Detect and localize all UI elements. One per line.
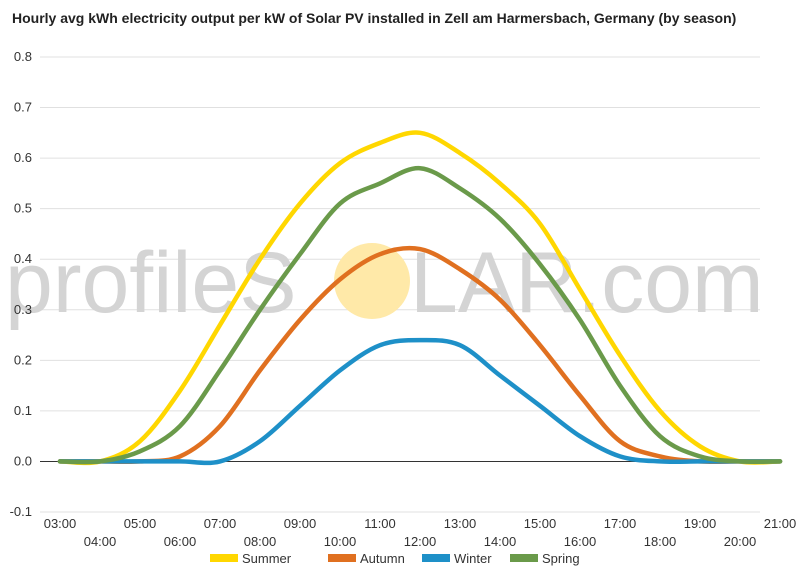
y-axis: 0.8 0.7 0.6 0.5 0.4 0.3 0.2 0.1 0.0 -0.1: [10, 49, 32, 519]
x-tick-label: 12:00: [404, 534, 437, 549]
legend-swatch-summer: [210, 554, 238, 562]
x-tick-label: 19:00: [684, 516, 717, 531]
x-tick-label: 07:00: [204, 516, 237, 531]
legend-label-autumn: Autumn: [360, 551, 405, 566]
x-tick-label: 03:00: [44, 516, 77, 531]
x-tick-label: 14:00: [484, 534, 517, 549]
x-tick-label: 06:00: [164, 534, 197, 549]
x-tick-label: 05:00: [124, 516, 157, 531]
watermark: profileS LAR.com: [5, 235, 764, 331]
x-tick-label: 18:00: [644, 534, 677, 549]
watermark-text-left: profileS: [5, 235, 297, 331]
x-tick-label: 11:00: [364, 516, 396, 531]
y-tick-label: 0.2: [14, 352, 32, 367]
series-line-winter: [57, 337, 783, 466]
y-tick-label: 0.7: [14, 100, 32, 115]
legend-swatch-autumn: [328, 554, 356, 562]
legend: Summer Autumn Winter Spring: [210, 551, 580, 566]
y-tick-label: 0.3: [14, 302, 32, 317]
watermark-text-right: LAR.com: [410, 235, 764, 331]
y-tick-label: 0.5: [14, 201, 32, 216]
legend-label-winter: Winter: [454, 551, 492, 566]
x-tick-label: 21:00: [764, 516, 797, 531]
series-lines: [57, 130, 783, 466]
legend-label-spring: Spring: [542, 551, 580, 566]
x-tick-label: 13:00: [444, 516, 477, 531]
y-tick-label: 0.8: [14, 49, 32, 64]
x-tick-label: 08:00: [244, 534, 277, 549]
legend-label-summer: Summer: [242, 551, 292, 566]
y-tick-label: 0.6: [14, 150, 32, 165]
series-line-autumn: [57, 245, 783, 465]
x-tick-label: 20:00: [724, 534, 757, 549]
series-line-spring: [57, 165, 783, 465]
y-tick-label: -0.1: [10, 504, 32, 519]
x-tick-label: 16:00: [564, 534, 597, 549]
chart-title: Hourly avg kWh electricity output per kW…: [12, 10, 737, 26]
x-tick-label: 04:00: [84, 534, 117, 549]
legend-swatch-spring: [510, 554, 538, 562]
x-tick-label: 17:00: [604, 516, 637, 531]
x-tick-label: 09:00: [284, 516, 317, 531]
watermark-sun-icon: [334, 243, 410, 319]
y-tick-label: 0.0: [14, 453, 32, 468]
x-tick-label: 10:00: [324, 534, 357, 549]
y-tick-label: 0.1: [14, 403, 32, 418]
x-axis: 03:00 04:00 05:00 06:00 07:00 08:00 09:00 10:00…: [44, 516, 797, 549]
series-line-summer: [57, 130, 783, 466]
legend-swatch-winter: [422, 554, 450, 562]
y-tick-label: 0.4: [14, 251, 32, 266]
x-tick-label: 15:00: [524, 516, 557, 531]
